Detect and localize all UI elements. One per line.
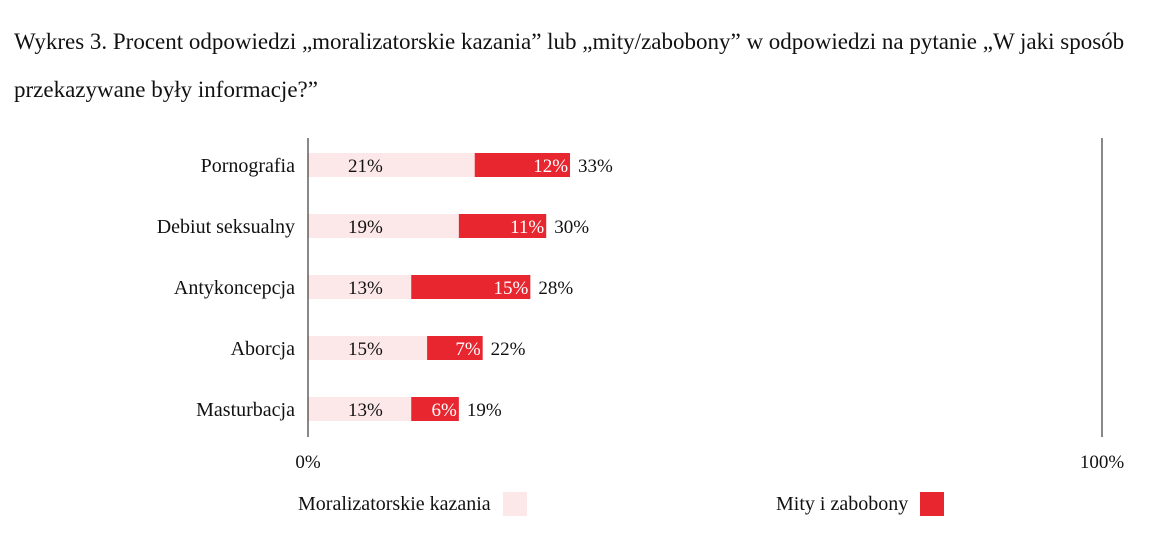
data-label: 15% <box>348 339 383 360</box>
bar-segment <box>308 336 428 360</box>
bar-segment <box>474 153 571 177</box>
bar-segment <box>308 275 412 299</box>
legend-item-moralizatorskie: Moralizatorskie kazania <box>298 488 527 520</box>
tick-label: 0% <box>295 452 321 473</box>
bar-chart: Pornografia 21% 12% 33% Debiut seksualny 19% 1… <box>157 138 1125 473</box>
category-label: Pornografia <box>201 155 296 177</box>
total-label: 33% <box>578 156 613 177</box>
bar-segment <box>308 397 412 421</box>
tick-label: 100% <box>1080 452 1125 473</box>
chart-title: Wykres 3. Procent odpowiedzi „moralizato… <box>14 29 1125 102</box>
legend-swatch-mity <box>920 492 945 516</box>
data-label: 7% <box>455 339 481 360</box>
category-label: Antykoncepcja <box>174 277 295 299</box>
data-label: 13% <box>348 400 383 421</box>
legend-label-mity: Mity i zabobony <box>776 492 909 515</box>
legend-swatch-moralizatorskie <box>502 492 527 516</box>
total-label: 30% <box>554 217 589 238</box>
bar-segment <box>427 336 483 360</box>
bar-segment <box>411 397 459 421</box>
total-label: 28% <box>538 278 573 299</box>
data-label: 13% <box>348 278 383 299</box>
data-label: 12% <box>533 156 568 177</box>
data-label: 15% <box>493 278 528 299</box>
bar-segment <box>458 214 547 238</box>
category-label: Aborcja <box>231 338 296 360</box>
total-label: 19% <box>467 400 502 421</box>
total-label: 22% <box>491 339 526 360</box>
legend-item-mity: Mity i zabobony <box>776 488 945 520</box>
legend-label-moralizatorskie: Moralizatorskie kazania <box>298 492 491 515</box>
data-label: 21% <box>348 156 383 177</box>
data-label: 11% <box>510 217 544 238</box>
data-label: 19% <box>348 217 383 238</box>
bar-segment <box>308 153 475 177</box>
category-label: Masturbacja <box>196 399 295 421</box>
category-label: Debiut seksualny <box>157 216 295 238</box>
data-label: 6% <box>432 400 458 421</box>
bar-segment <box>411 275 531 299</box>
bar-segment <box>308 214 459 238</box>
